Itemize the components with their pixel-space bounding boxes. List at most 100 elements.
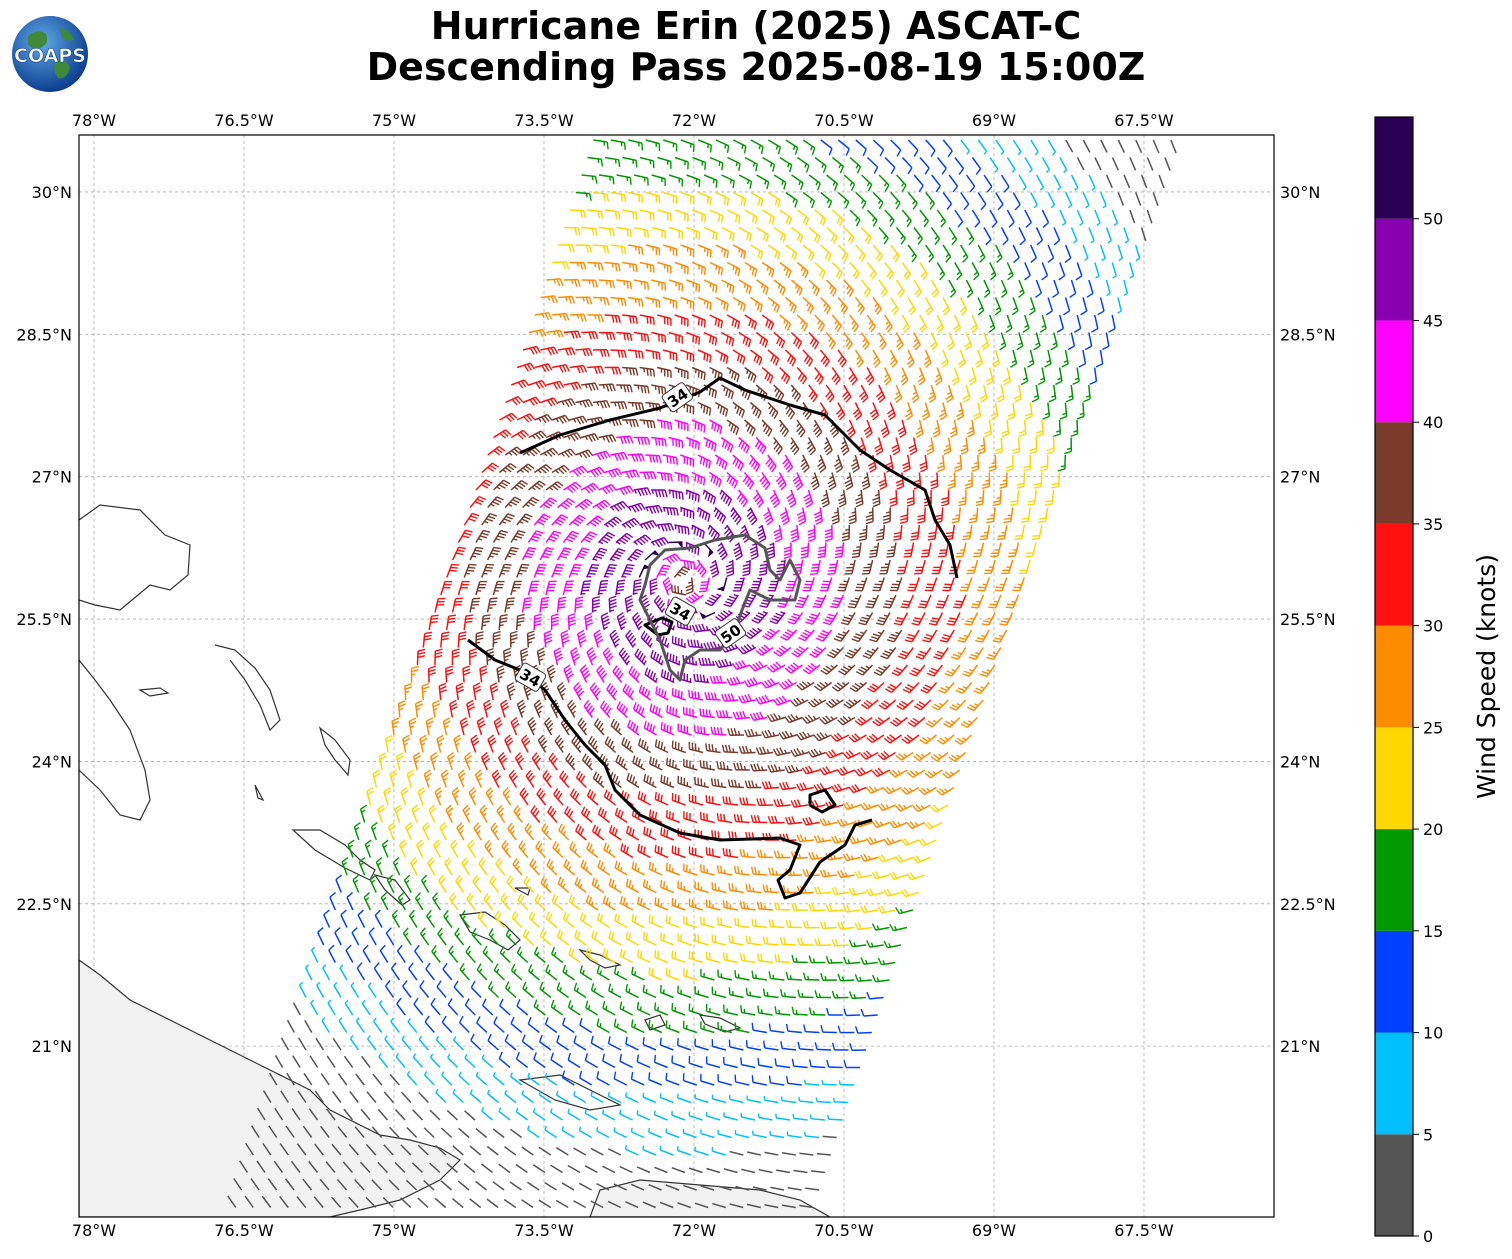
wind-barb (790, 437, 800, 456)
wind-barb (1000, 174, 1010, 193)
wind-barb (884, 314, 893, 333)
wind-barb (674, 156, 689, 170)
wind-barb (968, 507, 979, 524)
wind-barb (848, 367, 858, 386)
wind-barb (726, 471, 739, 489)
wind-barb (919, 157, 930, 175)
wind-barb (628, 139, 644, 151)
wind-barb (628, 191, 644, 203)
wind-barb (785, 191, 798, 208)
wind-barb (786, 489, 797, 508)
wind-barb (826, 226, 838, 244)
wind-barb (639, 471, 657, 480)
wind-barb (866, 262, 877, 280)
wind-barb (574, 498, 593, 510)
colorbar-tick-label: 40 (1423, 413, 1443, 432)
wind-barb (719, 489, 733, 507)
wind-barb (904, 402, 914, 421)
wind-barb (680, 244, 695, 257)
wind-barb (840, 437, 850, 456)
wind-barb (796, 261, 809, 279)
wind-barb (1082, 244, 1089, 262)
wind-barb (1134, 244, 1141, 262)
wind-barb (551, 363, 570, 373)
wind-barb (984, 419, 993, 438)
wind-barb (999, 472, 1008, 489)
wind-barb (692, 261, 707, 275)
lat-tick-left: 22.5°N (16, 895, 72, 914)
wind-barb (907, 192, 918, 210)
wind-barb (846, 419, 856, 438)
wind-barb (837, 139, 850, 156)
wind-barb (994, 437, 1003, 455)
wind-barb (827, 472, 837, 491)
wind-barb (1095, 349, 1104, 368)
wind-barb (522, 496, 540, 509)
wind-barb (942, 297, 951, 316)
wind-barb (900, 367, 909, 386)
wind-barb (1046, 437, 1055, 455)
wind-barb (860, 226, 872, 245)
wind-barb (869, 402, 880, 421)
wind-barb (835, 402, 846, 421)
wind-barb (796, 419, 806, 438)
colorbar-band (1375, 218, 1413, 321)
wind-barb (622, 419, 639, 428)
wind-barb (674, 261, 689, 275)
wind-barb (796, 507, 807, 526)
wind-barb (1129, 209, 1136, 224)
wind-barb (1000, 227, 1009, 246)
wind-barb (926, 437, 935, 456)
wind-barb (995, 139, 1005, 156)
wind-barb (947, 472, 956, 490)
colorbar-band (1375, 625, 1413, 728)
wind-barb (790, 384, 802, 403)
wind-barb (837, 191, 850, 209)
wind-barb (674, 471, 689, 484)
wind-barb (784, 349, 797, 367)
wind-barb (975, 489, 985, 507)
wind-barb (831, 507, 840, 525)
wind-barb (930, 227, 941, 246)
coastline (291, 829, 376, 881)
lat-tick-right: 22.5°N (1280, 895, 1336, 914)
wind-barb (727, 209, 741, 224)
wind-barb (981, 332, 990, 351)
wind-barb (756, 226, 770, 243)
wind-barb (1129, 157, 1137, 171)
wind-barb (645, 296, 661, 308)
wind-barb (1129, 262, 1135, 279)
wind-barb (557, 398, 576, 408)
wind-barb (610, 349, 627, 358)
wind-barb (1012, 437, 1021, 455)
wind-barb (820, 296, 831, 315)
lon-tick-bottom: 76.5°W (214, 1221, 274, 1240)
wind-barb (715, 401, 729, 417)
wind-barb (1022, 314, 1030, 333)
wind-barb (680, 349, 695, 362)
wind-barb (697, 191, 712, 206)
wind-barb (977, 244, 986, 263)
wind-barb (825, 332, 836, 350)
wind-barb (954, 262, 963, 281)
wind-barb (874, 437, 884, 456)
wind-barb (575, 191, 592, 201)
wind-barb (785, 139, 799, 155)
wind-barb (534, 312, 553, 321)
wind-barb (902, 454, 911, 473)
wind-barb (1053, 227, 1061, 246)
wind-barb (964, 472, 973, 490)
wind-barb (697, 401, 712, 416)
wind-barb (622, 261, 638, 273)
wind-barb (878, 227, 889, 245)
wind-barb (610, 244, 627, 255)
wind-barb (936, 454, 945, 473)
wind-barb (586, 466, 605, 478)
wind-barb (674, 314, 689, 327)
wind-barb (1041, 157, 1051, 174)
wind-barb (773, 331, 786, 349)
wind-barb (843, 226, 855, 245)
lon-tick-top: 69°W (972, 111, 1016, 130)
wind-barb (820, 191, 833, 209)
wind-barb (855, 139, 867, 157)
